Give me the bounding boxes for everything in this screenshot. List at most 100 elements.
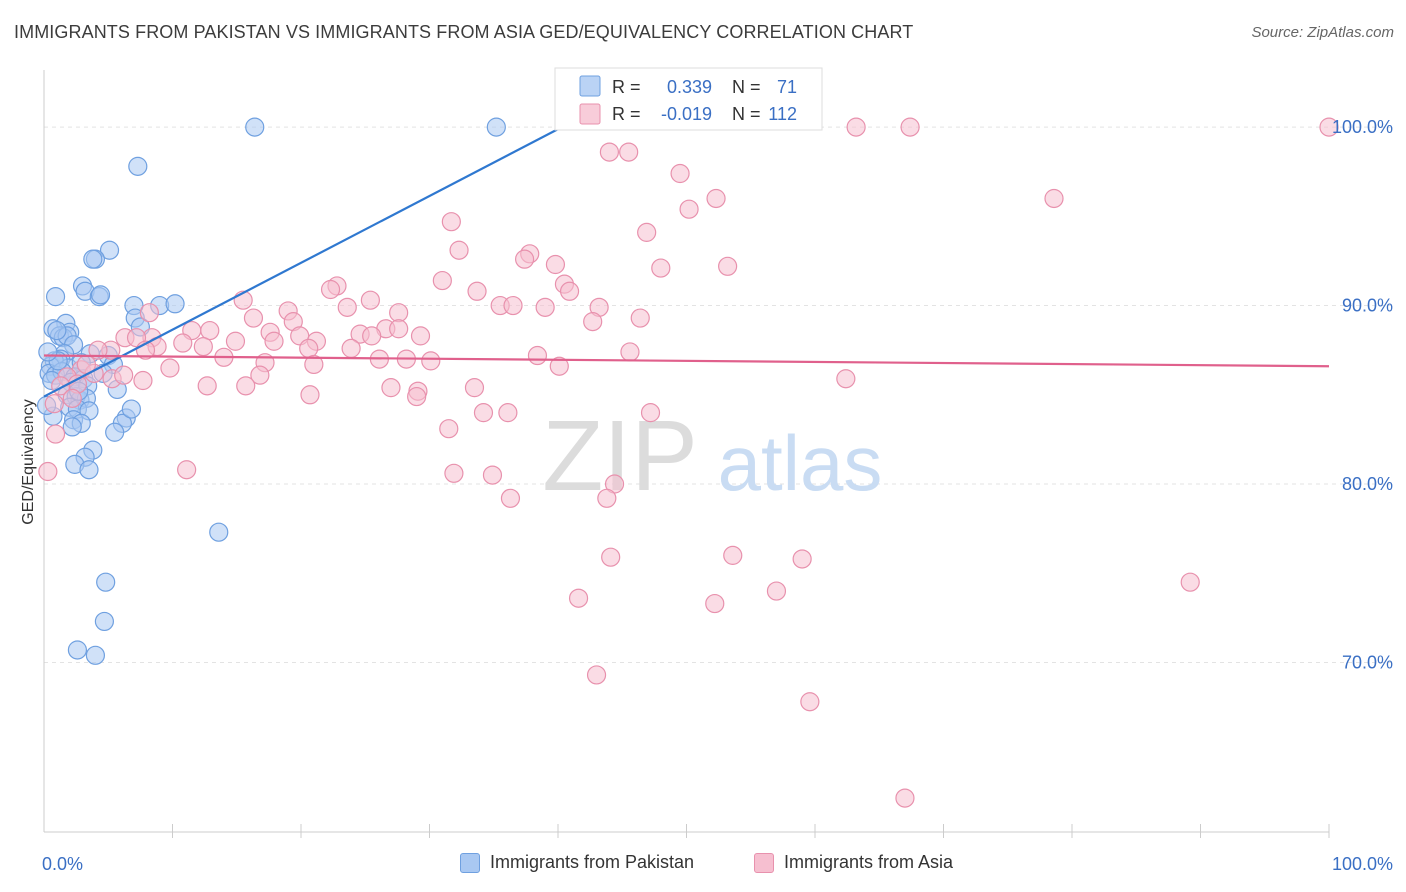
point-pink-107 (88, 340, 108, 360)
legend-n-value-0: 71 (777, 77, 797, 97)
legend-r-label-1: R = (612, 104, 641, 124)
legend-item-pakistan: Immigrants from Pakistan (460, 852, 694, 873)
point-blue-54 (105, 422, 125, 442)
point-pink-53 (193, 337, 213, 357)
point-pink-91 (444, 463, 464, 483)
point-pink-43 (362, 326, 382, 346)
legend-top: R = 0.339 N = 71 R = -0.019 N = 112 (554, 67, 823, 131)
y-tick-label-2: 80.0% (1342, 474, 1393, 494)
legend-r-label-0: R = (612, 77, 641, 97)
point-pink-27 (535, 297, 555, 317)
x-tick-label-1: 100.0% (1332, 854, 1393, 874)
point-pink-9 (441, 212, 461, 232)
point-pink-87 (640, 403, 661, 423)
point-pink-8 (679, 199, 699, 219)
point-blue-66 (47, 320, 67, 341)
point-pink-17 (432, 270, 452, 291)
watermark-zip: ZIP (542, 400, 698, 512)
y-tick-label-3: 70.0% (1342, 652, 1393, 672)
point-pink-52 (173, 333, 193, 353)
legend-swatch-pakistan (579, 75, 601, 97)
point-pink-13 (514, 249, 535, 269)
tick-labels: 100.0% 90.0% 80.0% 70.0% 0.0% 100.0% (42, 117, 1393, 874)
point-pink-60 (527, 345, 548, 366)
point-pink-86 (498, 403, 518, 423)
point-pink-45 (410, 326, 431, 346)
point-blue-61 (94, 611, 114, 632)
point-blue-62 (67, 640, 88, 660)
point-pink-50 (264, 331, 284, 351)
point-pink-19 (320, 279, 341, 300)
point-pink-95 (500, 488, 521, 508)
y-axis-label: GED/Equivalency (20, 399, 37, 524)
point-blue-13 (165, 294, 185, 314)
point-pink-7 (706, 188, 726, 209)
point-pink-67 (549, 356, 569, 376)
legend-r-value-1: -0.019 (661, 104, 712, 124)
x-tick-label-0: 0.0% (42, 854, 83, 874)
point-pink-82 (300, 385, 320, 405)
point-pink-56 (341, 338, 361, 358)
y-tick-label-1: 90.0% (1342, 296, 1393, 316)
point-blue-10 (45, 287, 66, 307)
point-blue-53 (62, 417, 82, 437)
point-pink-68 (160, 358, 180, 378)
point-pink-6 (1044, 188, 1064, 209)
point-pink-29 (337, 297, 357, 317)
point-blue-60 (96, 572, 116, 592)
point-pink-49 (225, 331, 246, 351)
point-pink-92 (482, 465, 503, 485)
watermark-atlas: atlas (718, 419, 883, 507)
point-pink-31 (389, 303, 409, 323)
point-pink-80 (464, 378, 485, 398)
point-pink-21 (559, 281, 580, 301)
legend-swatch-asia (579, 103, 601, 125)
point-blue-5 (83, 249, 103, 269)
point-pink-101 (568, 588, 589, 608)
point-pink-79 (381, 378, 401, 398)
legend-n-label-0: N = (732, 77, 761, 97)
point-pink-74 (836, 369, 856, 389)
point-pink-89 (45, 424, 66, 444)
point-pink-78 (236, 376, 256, 396)
point-pink-15 (651, 258, 671, 278)
point-blue-9 (90, 285, 111, 305)
point-blue-63 (85, 645, 106, 665)
y-tick-label-0: 100.0% (1332, 117, 1393, 137)
point-pink-104 (800, 692, 820, 712)
point-pink-96 (723, 545, 743, 565)
point-pink-38 (389, 319, 409, 339)
point-pink-55 (299, 338, 319, 358)
point-pink-97 (792, 549, 812, 569)
legend-n-value-1: 112 (768, 104, 797, 124)
point-pink-32 (139, 303, 159, 323)
point-pink-83 (407, 386, 427, 407)
point-pink-106 (38, 461, 58, 482)
legend-n-label-1: N = (732, 104, 761, 124)
point-pink-100 (766, 581, 787, 601)
trend-line-pink (43, 354, 1330, 368)
point-pink-4 (599, 142, 620, 162)
point-pink-35 (583, 312, 603, 332)
axes (43, 70, 1330, 838)
point-blue-1 (486, 117, 506, 137)
point-pink-111 (62, 388, 82, 408)
point-pink-71 (250, 365, 270, 385)
point-pink-75 (133, 370, 153, 391)
legend-bottom: Immigrants from Pakistan Immigrants from… (0, 852, 1406, 878)
point-blue-59 (209, 522, 229, 542)
point-pink-2 (1319, 117, 1339, 137)
point-pink-99 (1180, 572, 1200, 592)
point-pink-3 (619, 142, 639, 162)
point-pink-98 (601, 547, 621, 567)
legend-bottom-swatch-pakistan (460, 852, 480, 873)
legend-item-asia: Immigrants from Asia (754, 852, 953, 873)
legend-bottom-label-pakistan: Immigrants from Pakistan (490, 852, 695, 872)
trend-line-blue (43, 126, 563, 398)
legend-bottom-swatch-asia (754, 852, 774, 873)
point-pink-64 (421, 351, 441, 371)
point-pink-16 (718, 256, 738, 276)
point-pink-103 (586, 665, 607, 685)
point-pink-90 (177, 460, 197, 480)
